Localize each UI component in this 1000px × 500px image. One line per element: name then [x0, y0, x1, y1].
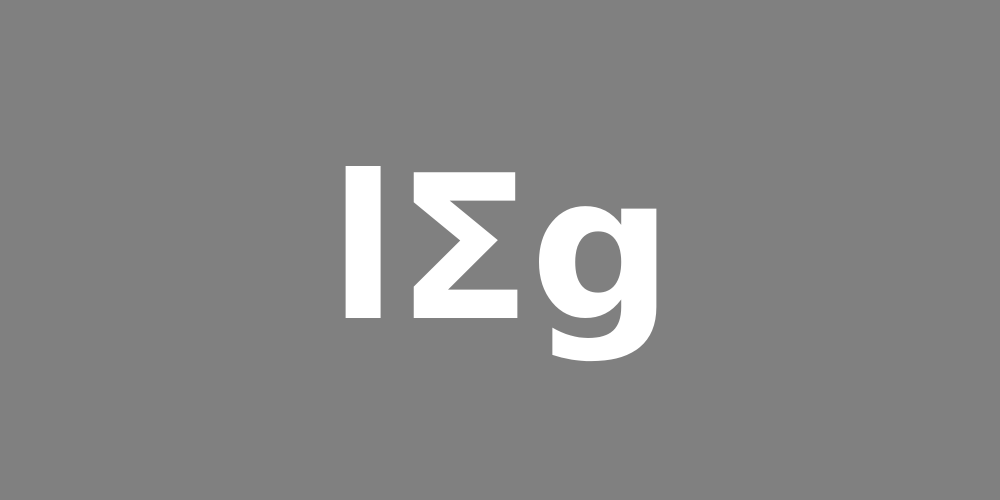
glyph-text: lΣg [328, 133, 673, 366]
canvas: lΣg [328, 133, 674, 366]
